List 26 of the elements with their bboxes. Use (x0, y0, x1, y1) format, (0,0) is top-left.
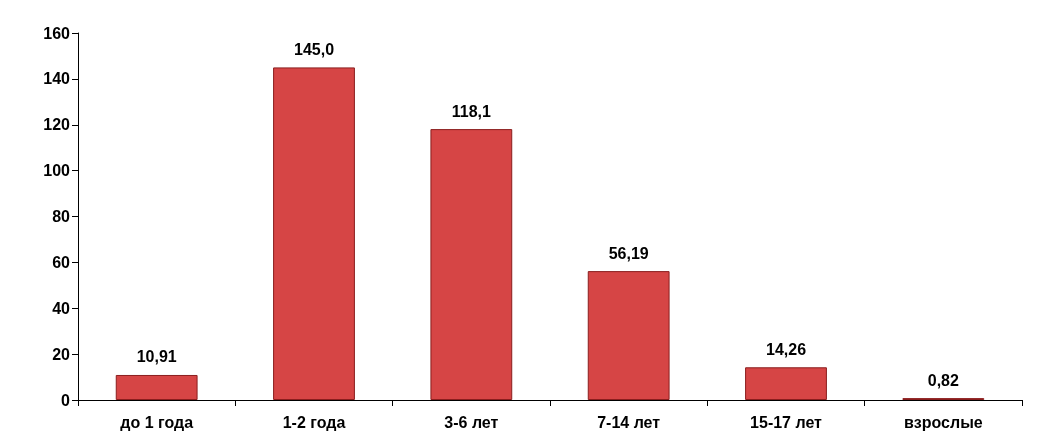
y-tick-label: 100 (43, 162, 71, 180)
x-tick-label: 15-17 лет (750, 413, 823, 431)
x-tick-label: 3-6 лет (444, 413, 499, 431)
bar (587, 271, 670, 400)
y-tick-label: 140 (43, 70, 71, 88)
data-label: 56,19 (608, 244, 649, 262)
data-label: 145,0 (293, 40, 335, 58)
y-tick-label: 20 (52, 345, 71, 363)
y-tick-label: 120 (43, 116, 71, 134)
x-tick-label: взрослые (903, 413, 983, 431)
x-tick-label: до 1 года (120, 413, 194, 431)
bar (273, 67, 355, 400)
x-tick-label: 7-14 лет (597, 413, 661, 431)
y-tick-label: 160 (43, 24, 71, 42)
x-tick-label: 1-2 года (282, 413, 346, 431)
y-tick-label: 80 (52, 208, 71, 225)
y-tick-label: 0 (61, 391, 71, 409)
y-tick-label: 60 (52, 253, 71, 271)
bar (745, 367, 827, 400)
data-label: 118,1 (451, 102, 492, 120)
data-label: 14,26 (765, 340, 807, 358)
data-label: 0,82 (927, 371, 960, 389)
bar (430, 129, 513, 400)
data-label: 10,91 (136, 348, 177, 366)
y-tick-label: 40 (52, 299, 71, 317)
bar (115, 374, 198, 400)
